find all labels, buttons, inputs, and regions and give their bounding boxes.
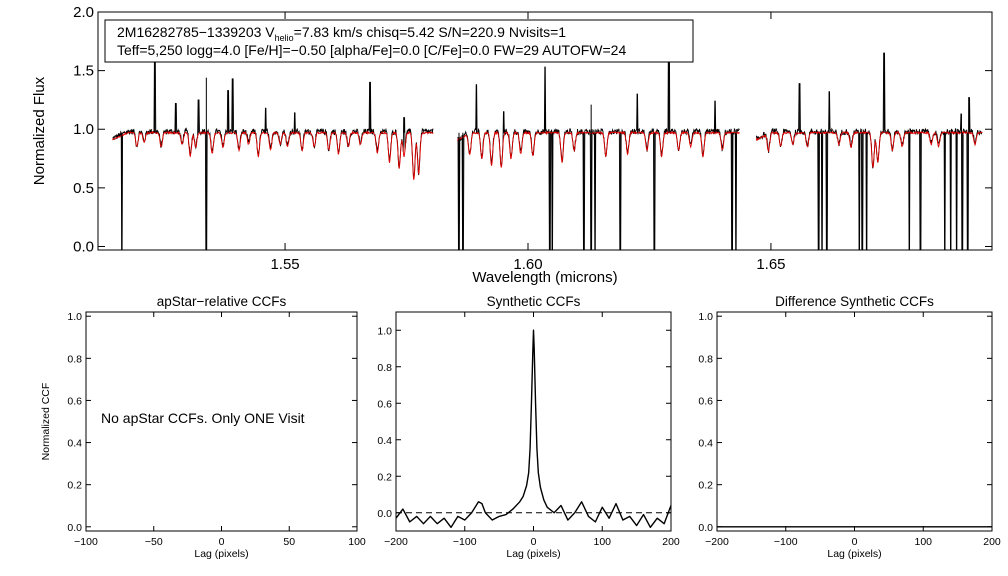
- x-tick-label: 100: [593, 536, 611, 548]
- model-spectrum-chip-3: [755, 130, 983, 168]
- x-tick-label: −200: [705, 536, 729, 548]
- info-box: 2M16282785−1339203 Vhelio=7.83 km/s chis…: [104, 19, 694, 63]
- x-axis-label: Wavelength (microns): [472, 269, 617, 286]
- x-tick-label: 0: [531, 536, 537, 548]
- x-tick-label: 0: [219, 536, 225, 548]
- model-spectrum-chip-2: [457, 130, 740, 168]
- x-tick-label: 1.55: [270, 256, 299, 273]
- y-tick-label: 1.0: [67, 311, 82, 323]
- x-tick-label: −200: [384, 536, 408, 548]
- y-tick-label: 1.0: [73, 121, 94, 138]
- model-spectrum-chip-1: [112, 130, 434, 180]
- y-tick-label: 1.0: [377, 325, 392, 337]
- x-axis-label: Lag (pixels): [827, 548, 881, 560]
- y-tick-label: 0.2: [67, 480, 82, 492]
- y-tick-label: 0.6: [377, 398, 392, 410]
- x-tick-label: 200: [983, 536, 1001, 548]
- y-tick-label: 0.8: [67, 353, 82, 365]
- synthetic-ccf-curve: [395, 329, 672, 529]
- panel-title: Difference Synthetic CCFs: [775, 294, 934, 309]
- x-tick-label: −100: [774, 536, 798, 548]
- apstar-ccf-panel: −100 −50 0 50 100 0.0 0.2 0.4 0.6 0.8 1.0 Lag (pixe…: [40, 294, 366, 560]
- y-tick-label: 0.4: [698, 438, 713, 450]
- y-tick-label: 0.6: [67, 395, 82, 407]
- observed-spectrum-chip-3: [755, 52, 983, 251]
- y-tick-label: 0.0: [67, 522, 82, 534]
- y-tick-label: 0.8: [698, 353, 713, 365]
- y-tick-label: 0.6: [698, 395, 713, 407]
- x-tick-label: 50: [283, 536, 295, 548]
- x-axis-label: Lag (pixels): [506, 548, 560, 560]
- y-axis-label: Normalized CCF: [40, 383, 52, 461]
- y-axis-label: Normalized Flux: [31, 76, 48, 185]
- y-tick-label: 2.0: [73, 4, 94, 21]
- info-line-1-subscript: helio: [275, 33, 294, 43]
- x-tick-label: 100: [348, 536, 366, 548]
- x-tick-label: −50: [145, 536, 163, 548]
- x-tick-label: 100: [914, 536, 932, 548]
- plot-frame: [716, 311, 993, 532]
- x-tick-label: 1.65: [756, 256, 785, 273]
- x-tick-label: 200: [662, 536, 680, 548]
- y-tick-label: 0.0: [698, 522, 713, 534]
- y-tick-label: 0.2: [377, 471, 392, 483]
- no-ccf-annotation: No apStar CCFs. Only ONE Visit: [101, 410, 305, 426]
- x-tick-label: −100: [453, 536, 477, 548]
- observed-spectrum-chip-1: [112, 56, 434, 251]
- x-tick-label: 0: [852, 536, 858, 548]
- y-tick-label: 0.4: [377, 435, 392, 447]
- info-line-2: Teff=5,250 logg=4.0 [Fe/H]=−0.50 [alpha/…: [117, 42, 626, 58]
- y-tick-label: 0.5: [73, 180, 94, 197]
- x-axis-label: Lag (pixels): [194, 548, 248, 560]
- synthetic-ccf-panel: −200 −100 0 100 200 0.0 0.2 0.4 0.6 0.8 1.0 Lag (pi…: [377, 294, 680, 560]
- info-box-frame: [104, 19, 694, 63]
- spectrum-panel: 1.55 1.60 1.65 0.0 0.5 1.0 1.5 2.0 Wavelength (m…: [31, 4, 993, 286]
- panel-title: Synthetic CCFs: [487, 294, 581, 309]
- info-line-1: 2M16282785−1339203 Vhelio=7.83 km/s chis…: [117, 24, 566, 43]
- y-tick-label: 0.8: [377, 362, 392, 374]
- y-tick-label: 0.2: [698, 480, 713, 492]
- plot-frame: [97, 11, 993, 251]
- y-tick-label: 1.5: [73, 63, 94, 80]
- x-tick-label: −100: [74, 536, 98, 548]
- y-tick-label: 1.0: [698, 311, 713, 323]
- info-line-1-end: =7.83 km/s chisq=5.42 S/N=220.9 Nvisits=…: [294, 24, 567, 40]
- info-line-1-start: 2M16282785−1339203 V: [117, 24, 275, 40]
- y-tick-label: 0.4: [67, 438, 82, 450]
- panel-title: apStar−relative CCFs: [157, 294, 287, 309]
- y-tick-label: 0.0: [73, 238, 94, 255]
- difference-ccf-panel: −200 −100 0 100 200 0.0 0.2 0.4 0.6 0.8 1.0 Lag (pi…: [698, 294, 1001, 560]
- y-tick-label: 0.0: [377, 508, 392, 520]
- x-tick-label: 1.60: [513, 256, 542, 273]
